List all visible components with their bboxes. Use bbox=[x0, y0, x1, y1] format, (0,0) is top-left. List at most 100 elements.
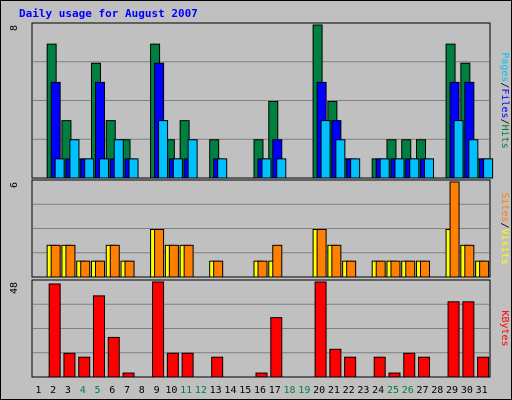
bar-pages-day-27 bbox=[424, 158, 435, 179]
bar-kbytes-day-7 bbox=[122, 372, 135, 378]
bar-sites-day-25 bbox=[390, 260, 401, 278]
bar-sites-day-27 bbox=[420, 260, 431, 278]
x-tick-label-10: 10 bbox=[165, 385, 177, 396]
bar-pages-day-24 bbox=[379, 158, 390, 179]
x-tick-label-17: 17 bbox=[269, 385, 281, 396]
legend-separator: / bbox=[499, 222, 510, 228]
x-tick-label-9: 9 bbox=[154, 385, 160, 396]
x-tick-label-27: 27 bbox=[416, 385, 428, 396]
bar-pages-day-13 bbox=[217, 158, 228, 179]
bar-pages-day-7 bbox=[128, 158, 139, 179]
bar-sites-day-21 bbox=[331, 244, 342, 278]
bar-kbytes-day-13 bbox=[211, 356, 224, 378]
x-tick-label-3: 3 bbox=[65, 385, 71, 396]
bar-sites-day-10 bbox=[168, 244, 179, 278]
bar-sites-day-3 bbox=[65, 244, 76, 278]
bar-sites-day-4 bbox=[80, 260, 91, 278]
legend-separator: / bbox=[499, 82, 510, 88]
bar-pages-day-3 bbox=[69, 139, 80, 179]
x-tick-label-13: 13 bbox=[210, 385, 222, 396]
bar-kbytes-day-17 bbox=[270, 317, 283, 378]
x-tick-label-20: 20 bbox=[313, 385, 325, 396]
bar-kbytes-day-22 bbox=[344, 356, 357, 378]
x-tick-label-26: 26 bbox=[402, 385, 414, 396]
bar-kbytes-day-21 bbox=[329, 348, 342, 378]
bar-pages-day-20 bbox=[320, 120, 331, 179]
bar-pages-day-22 bbox=[350, 158, 361, 179]
bar-sites-day-5 bbox=[94, 260, 105, 278]
bar-pages-day-29 bbox=[453, 120, 464, 179]
bar-pages-day-25 bbox=[394, 158, 405, 179]
bar-kbytes-day-31 bbox=[477, 356, 490, 378]
bar-sites-day-17 bbox=[272, 244, 283, 278]
bar-pages-day-4 bbox=[84, 158, 95, 179]
bar-sites-day-6 bbox=[109, 244, 120, 278]
legend-hits: Hits bbox=[499, 125, 510, 149]
bar-pages-day-5 bbox=[98, 158, 109, 179]
bar-sites-day-20 bbox=[316, 229, 327, 278]
bar-pages-day-30 bbox=[468, 139, 479, 179]
x-tick-label-21: 21 bbox=[328, 385, 340, 396]
x-tick-label-7: 7 bbox=[124, 385, 130, 396]
chart-title: Daily usage for August 2007 bbox=[19, 7, 198, 20]
bar-pages-day-16 bbox=[261, 158, 272, 179]
x-tick-label-14: 14 bbox=[224, 385, 236, 396]
bar-pages-day-31 bbox=[483, 158, 494, 179]
bar-kbytes-day-20 bbox=[314, 281, 327, 378]
x-tick-label-5: 5 bbox=[94, 385, 100, 396]
panel-hits-files-pages-ymax-label: 8 bbox=[9, 25, 20, 31]
x-tick-label-1: 1 bbox=[35, 385, 41, 396]
legend-visits: Visits bbox=[499, 229, 510, 265]
bar-sites-day-29 bbox=[449, 181, 460, 278]
bar-kbytes-day-29 bbox=[447, 301, 460, 378]
bar-kbytes-day-9 bbox=[152, 281, 165, 378]
bar-pages-day-10 bbox=[172, 158, 183, 179]
x-tick-label-23: 23 bbox=[357, 385, 369, 396]
x-tick-label-15: 15 bbox=[239, 385, 251, 396]
x-tick-label-18: 18 bbox=[284, 385, 296, 396]
bar-kbytes-day-27 bbox=[418, 356, 431, 378]
x-tick-label-28: 28 bbox=[431, 385, 443, 396]
x-tick-label-12: 12 bbox=[195, 385, 207, 396]
x-tick-label-25: 25 bbox=[387, 385, 399, 396]
bar-kbytes-day-26 bbox=[403, 352, 416, 378]
x-tick-label-30: 30 bbox=[461, 385, 473, 396]
bar-sites-day-2 bbox=[50, 244, 61, 278]
bar-pages-day-26 bbox=[409, 158, 420, 179]
bar-pages-day-17 bbox=[276, 158, 287, 179]
bar-pages-day-2 bbox=[54, 158, 65, 179]
panel-kbytes-legend: KBytes bbox=[499, 310, 510, 346]
panel-visits-sites-ymax-label: 6 bbox=[9, 182, 20, 188]
x-tick-label-22: 22 bbox=[343, 385, 355, 396]
bar-sites-day-7 bbox=[124, 260, 135, 278]
legend-kbytes: KBytes bbox=[499, 310, 510, 346]
bar-sites-day-31 bbox=[479, 260, 490, 278]
bar-kbytes-day-2 bbox=[48, 283, 61, 378]
bar-pages-day-21 bbox=[335, 139, 346, 179]
x-tick-label-31: 31 bbox=[476, 385, 488, 396]
x-tick-label-2: 2 bbox=[50, 385, 56, 396]
legend-pages: Pages bbox=[499, 52, 510, 82]
bar-kbytes-day-16 bbox=[255, 372, 268, 378]
panel-visits-sites-legend: Sites/Visits bbox=[499, 192, 510, 264]
x-tick-label-6: 6 bbox=[109, 385, 115, 396]
bar-pages-day-11 bbox=[187, 139, 198, 179]
x-tick-label-4: 4 bbox=[80, 385, 86, 396]
bar-sites-day-26 bbox=[405, 260, 416, 278]
x-tick-label-29: 29 bbox=[446, 385, 458, 396]
x-tick-label-19: 19 bbox=[298, 385, 310, 396]
legend-files: Files bbox=[499, 88, 510, 118]
bar-sites-day-9 bbox=[154, 229, 165, 278]
bar-sites-day-22 bbox=[346, 260, 357, 278]
bar-kbytes-day-4 bbox=[78, 356, 91, 378]
bar-sites-day-13 bbox=[213, 260, 224, 278]
bar-pages-day-9 bbox=[158, 120, 169, 179]
x-tick-label-24: 24 bbox=[372, 385, 384, 396]
x-tick-label-8: 8 bbox=[139, 385, 145, 396]
bar-kbytes-day-25 bbox=[388, 372, 401, 378]
bar-sites-day-24 bbox=[375, 260, 386, 278]
bar-kbytes-day-3 bbox=[63, 352, 76, 378]
bar-kbytes-day-10 bbox=[166, 352, 179, 378]
bar-kbytes-day-5 bbox=[92, 295, 105, 378]
